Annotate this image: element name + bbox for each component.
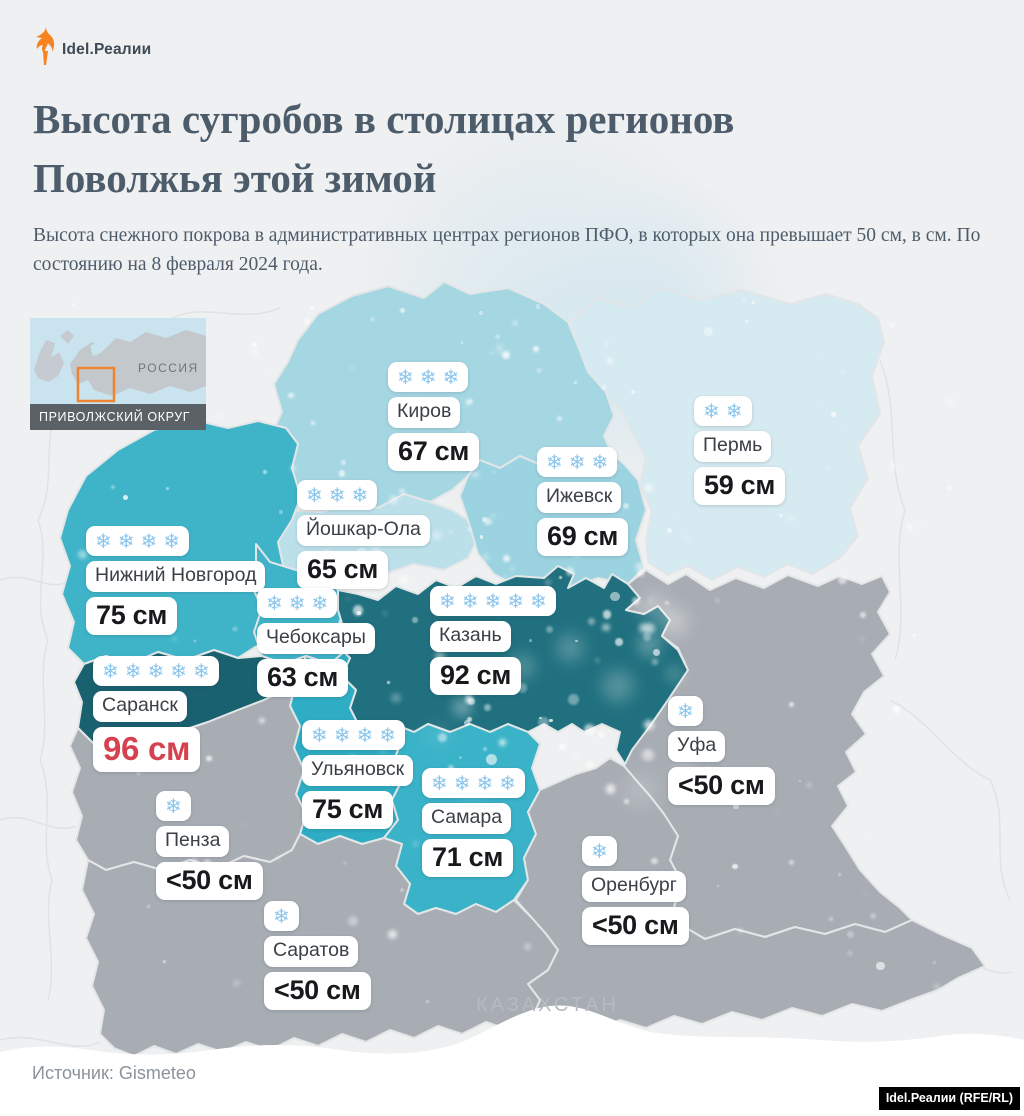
city-label-kirov: ❄❄❄ Киров 67 см	[388, 362, 480, 471]
snowflake-icon: ❄	[582, 836, 617, 866]
city-name: Ульяновск	[302, 755, 414, 786]
city-label-yoshkar-ola: ❄❄❄ Йошкар-Ола 65 см	[297, 480, 430, 589]
snowflake-glyphs: ❄❄	[703, 399, 749, 423]
brand-logo: Idel.Реалии	[33, 27, 151, 65]
snow-depth-value: 67 см	[388, 433, 480, 471]
neighbor-border-line	[0, 576, 101, 1047]
city-label-saratov: ❄ Саратов <50 см	[264, 901, 371, 1010]
neighbor-border-line	[37, 399, 61, 1001]
russia-locator-inset: РОССИЯ ПРИВОЛЖСКИЙ ОКРУГ	[30, 318, 206, 430]
snowflake-icon: ❄	[156, 791, 191, 821]
snow-depth-value: 63 см	[257, 659, 349, 697]
city-label-samara: ❄❄❄❄ Самара 71 см	[422, 768, 526, 877]
snow-depth-value: 92 см	[430, 657, 522, 695]
city-label-kazan: ❄❄❄❄❄ Казань 92 см	[430, 586, 556, 695]
snow-depth-value: <50 см	[668, 767, 775, 805]
snow-depth-value: 65 см	[297, 551, 389, 589]
snowflakes-icon: ❄❄❄❄	[302, 720, 406, 750]
city-label-cheboksary: ❄❄❄ Чебоксары 63 см	[257, 588, 375, 697]
snowflake-glyphs: ❄❄❄❄❄	[439, 589, 553, 613]
city-name: Киров	[388, 397, 461, 428]
snowflake-glyphs: ❄	[677, 699, 700, 723]
snow-depth-value: <50 см	[582, 907, 689, 945]
snowflakes-icon: ❄❄❄	[537, 447, 618, 477]
agency-credit-badge: Idel.Реалии (RFE/RL)	[878, 1087, 1020, 1110]
city-name: Оренбург	[582, 871, 686, 902]
snowflake-glyphs: ❄❄❄❄	[311, 723, 403, 747]
city-name: Йошкар-Ола	[297, 515, 430, 546]
region-orenburg	[515, 757, 986, 1032]
city-label-orenburg: ❄ Оренбург <50 см	[582, 836, 689, 945]
snowflake-glyphs: ❄❄❄	[397, 365, 466, 389]
city-name: Самара	[422, 803, 512, 834]
snow-depth-value-max: 96 см	[93, 727, 201, 772]
snowflake-glyphs: ❄❄❄❄❄	[102, 659, 216, 683]
snowflake-glyphs: ❄❄❄	[306, 483, 375, 507]
snow-depth-value: 59 см	[694, 467, 786, 505]
district-highlight-box	[76, 366, 116, 403]
snowflakes-icon: ❄❄	[694, 396, 752, 426]
city-name: Саратов	[264, 936, 359, 967]
city-name: Ижевск	[537, 482, 622, 513]
snowflakes-icon: ❄❄❄❄❄	[430, 586, 556, 616]
inset-country-label: РОССИЯ	[138, 361, 199, 375]
city-label-izhevsk: ❄❄❄ Ижевск 69 см	[537, 447, 629, 556]
city-name: Уфа	[668, 731, 726, 762]
snowflake-glyphs: ❄❄❄❄	[95, 529, 187, 553]
snow-depth-value: 75 см	[86, 597, 178, 635]
snowflake-icon: ❄	[264, 901, 299, 931]
city-name: Чебоксары	[257, 623, 375, 654]
city-label-penza: ❄ Пенза <50 см	[156, 791, 263, 900]
kazakhstan-label: КАЗАХСТАН	[476, 994, 619, 1016]
source-credit: Источник: Gismeteo	[32, 1063, 196, 1083]
city-label-ufa: ❄ Уфа <50 см	[668, 696, 775, 805]
page-subtitle: Высота снежного покрова в административн…	[33, 225, 981, 275]
snowflakes-icon: ❄❄❄	[257, 588, 338, 618]
neighbor-border-line	[879, 359, 906, 661]
title-line-1: Высота сугробов в столицах регионов	[33, 96, 735, 142]
city-label-ulyanovsk: ❄❄❄❄ Ульяновск 75 см	[302, 720, 414, 829]
locator-map: РОССИЯ	[30, 318, 206, 404]
snow-depth-value: 71 см	[422, 839, 514, 877]
city-name: Пермь	[694, 431, 772, 462]
city-name: Нижний Новгород	[86, 561, 266, 592]
city-label-saransk: ❄❄❄❄❄ Саранск 96 см	[93, 656, 219, 772]
snowflakes-icon: ❄❄❄	[388, 362, 469, 392]
snowflakes-icon: ❄❄❄❄❄	[93, 656, 219, 686]
snowflake-glyphs: ❄❄❄	[546, 450, 615, 474]
city-label-nizhny-novgorod: ❄❄❄❄ Нижний Новгород 75 см	[86, 526, 266, 635]
bottom-white-wave	[0, 1005, 1024, 1070]
snowflake-glyphs: ❄	[591, 839, 614, 863]
snowflakes-icon: ❄❄❄	[297, 480, 378, 510]
snowflake-glyphs: ❄❄❄	[266, 591, 335, 615]
snow-depth-value: <50 см	[264, 972, 371, 1010]
flame-icon	[36, 27, 55, 65]
footer-background	[0, 1058, 1024, 1116]
snowflake-glyphs: ❄	[165, 794, 188, 818]
city-name: Казань	[430, 621, 511, 652]
city-name: Саранск	[93, 691, 187, 722]
snow-depth-value: <50 см	[156, 862, 263, 900]
snowflakes-icon: ❄❄❄❄	[86, 526, 190, 556]
snowflakes-icon: ❄❄❄❄	[422, 768, 526, 798]
snowflake-glyphs: ❄❄❄❄	[431, 771, 523, 795]
snowflake-icon: ❄	[668, 696, 703, 726]
brand-name: Idel.Реалии	[62, 41, 152, 58]
snow-depth-value: 75 см	[302, 791, 394, 829]
title-line-2: Поволжья этой зимой	[33, 155, 437, 201]
page-title: Высота сугробов в столицах регионов Пово…	[33, 90, 993, 208]
snow-depth-value: 69 см	[537, 518, 629, 556]
inset-district-label: ПРИВОЛЖСКИЙ ОКРУГ	[30, 404, 206, 430]
city-name: Пенза	[156, 826, 230, 857]
snowflake-glyphs: ❄	[273, 904, 296, 928]
city-label-perm: ❄❄ Пермь 59 см	[694, 396, 786, 505]
